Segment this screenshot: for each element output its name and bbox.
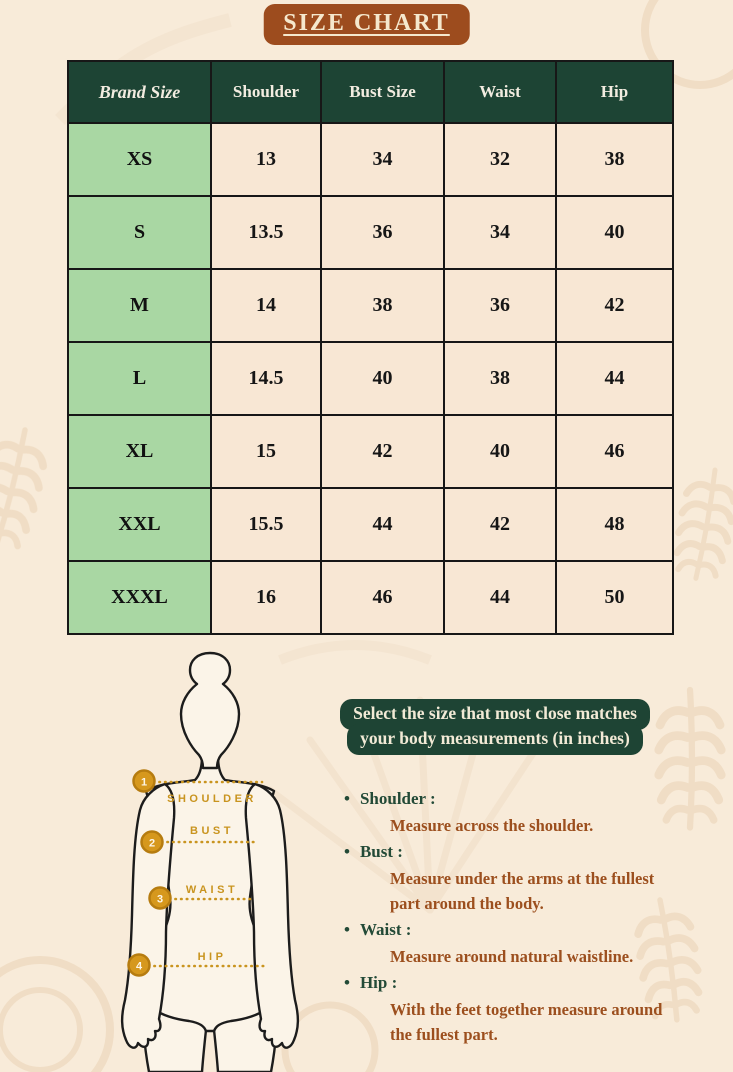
size-cell: XXL — [67, 487, 212, 562]
table-cell: 32 — [443, 122, 557, 197]
badge-4-circle — [127, 953, 151, 977]
table-cell: 14.5 — [210, 341, 322, 416]
table-cell: 42 — [555, 268, 674, 343]
size-cell: XL — [67, 414, 212, 489]
badge-4-number: 4 — [136, 961, 143, 973]
table-cell: 42 — [320, 414, 445, 489]
table-cell: 38 — [555, 122, 674, 197]
table-cell: 13.5 — [210, 195, 322, 270]
measurement-badges: 1 2 3 4 — [127, 769, 172, 977]
header-waist: Waist — [443, 60, 557, 124]
table-cell: 46 — [320, 560, 445, 635]
size-table-header: Brand Size Shoulder Bust Size Waist Hip — [67, 60, 674, 124]
bullet-icon: • — [344, 842, 350, 861]
table-cell: 44 — [555, 341, 674, 416]
table-cell: 15.5 — [210, 487, 322, 562]
instruction-desc: Measure around natural waistline. — [390, 947, 634, 966]
instruction-term: Bust : — [359, 842, 403, 861]
table-cell: 36 — [443, 268, 557, 343]
table-cell: 36 — [320, 195, 445, 270]
instruction-item-hip: • Hip : With the feet together measure ar… — [344, 970, 704, 1047]
badge-3-circle — [148, 886, 172, 910]
table-cell: 38 — [443, 341, 557, 416]
body-silhouette — [120, 651, 300, 1072]
measurement-label-shoulder: SHOULDER — [167, 793, 257, 805]
table-cell: 46 — [555, 414, 674, 489]
bullet-icon: • — [344, 920, 350, 939]
table-cell: 14 — [210, 268, 322, 343]
instruction-desc: Measure across the shoulder. — [390, 816, 594, 835]
size-selection-note: Select the size that most close matches … — [307, 699, 683, 755]
size-cell: M — [67, 268, 212, 343]
instruction-desc: Measure under the arms at the fullest pa… — [390, 869, 655, 913]
bullet-icon: • — [344, 789, 350, 808]
badge-1-number: 1 — [141, 777, 147, 789]
badge-1-circle — [132, 769, 156, 793]
table-cell: 15 — [210, 414, 322, 489]
header-hip: Hip — [555, 60, 674, 124]
measurement-label-hip: HIP — [198, 951, 227, 963]
table-cell: 34 — [443, 195, 557, 270]
size-table: Brand Size Shoulder Bust Size Waist Hip … — [67, 60, 674, 635]
bullet-icon: • — [344, 973, 350, 992]
size-cell: S — [67, 195, 212, 270]
size-chart-title-pill: SIZE CHART — [263, 4, 470, 45]
table-row-l: L 14.5 40 38 44 — [67, 341, 674, 416]
size-cell: XXXL — [67, 560, 212, 635]
instruction-item-bust: • Bust : Measure under the arms at the fu… — [344, 839, 704, 916]
table-cell: 40 — [555, 195, 674, 270]
table-cell: 38 — [320, 268, 445, 343]
badge-2-number: 2 — [149, 838, 155, 850]
instruction-desc: With the feet together measure around th… — [390, 1000, 663, 1044]
instruction-term: Waist : — [359, 920, 412, 939]
table-row-xxl: XXL 15.5 44 42 48 — [67, 487, 674, 562]
header-shoulder: Shoulder — [210, 60, 322, 124]
table-row-xxxl: XXXL 16 46 44 50 — [67, 560, 674, 635]
table-cell: 40 — [443, 414, 557, 489]
body-measurement-diagram: 1 2 3 4 SHOULDER BUST WAIST HIP — [120, 651, 300, 1072]
table-cell: 48 — [555, 487, 674, 562]
table-row-m: M 14 38 36 42 — [67, 268, 674, 343]
table-cell: 34 — [320, 122, 445, 197]
instruction-item-shoulder: • Shoulder : Measure across the shoulder. — [344, 786, 704, 838]
table-cell: 40 — [320, 341, 445, 416]
note-line-2: your body measurements (in inches) — [347, 724, 643, 755]
table-cell: 44 — [443, 560, 557, 635]
table-cell: 13 — [210, 122, 322, 197]
badge-2-circle — [140, 830, 164, 854]
table-cell: 50 — [555, 560, 674, 635]
table-row-xl: XL 15 42 40 46 — [67, 414, 674, 489]
measurement-label-waist: WAIST — [186, 884, 238, 896]
table-cell: 44 — [320, 487, 445, 562]
instruction-term: Hip : — [359, 973, 398, 992]
table-row-xs: XS 13 34 32 38 — [67, 122, 674, 197]
measurement-label-bust: BUST — [190, 825, 234, 837]
badge-3-number: 3 — [157, 894, 163, 906]
page-title: SIZE CHART — [283, 10, 450, 36]
instruction-term: Shoulder : — [359, 789, 436, 808]
table-cell: 42 — [443, 487, 557, 562]
size-cell: XS — [67, 122, 212, 197]
measurement-instructions: • Shoulder : Measure across the shoulder.… — [344, 786, 704, 1048]
header-bust-size: Bust Size — [320, 60, 445, 124]
table-row-s: S 13.5 36 34 40 — [67, 195, 674, 270]
instruction-item-waist: • Waist : Measure around natural waistlin… — [344, 917, 704, 969]
table-cell: 16 — [210, 560, 322, 635]
size-cell: L — [67, 341, 212, 416]
header-brand-size: Brand Size — [67, 60, 212, 124]
